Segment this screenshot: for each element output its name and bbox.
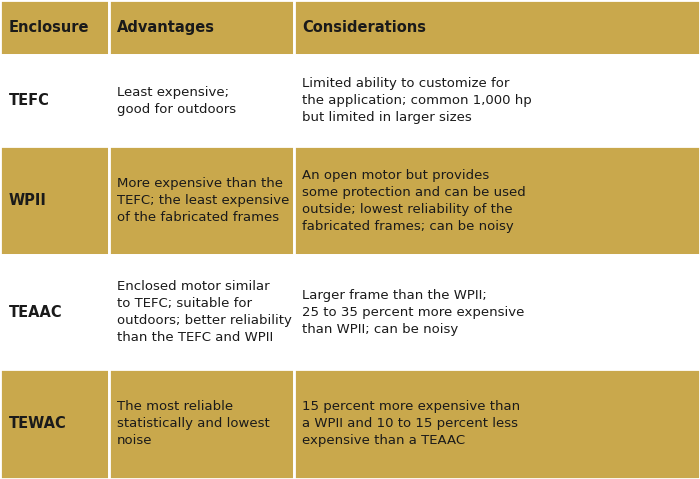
Text: TEAAC: TEAAC bbox=[8, 305, 62, 319]
Text: Advantages: Advantages bbox=[117, 20, 215, 35]
Bar bbox=[108, 55, 294, 147]
Text: WPII: WPII bbox=[8, 194, 46, 208]
Text: Limited ability to customize for
the application; common 1,000 hp
but limited in: Limited ability to customize for the app… bbox=[302, 77, 532, 124]
Bar bbox=[0, 147, 108, 255]
Bar bbox=[294, 0, 700, 55]
Bar bbox=[0, 369, 108, 479]
Text: Least expensive;
good for outdoors: Least expensive; good for outdoors bbox=[117, 86, 236, 115]
Bar bbox=[0, 55, 108, 147]
Text: More expensive than the
TEFC; the least expensive
of the fabricated frames: More expensive than the TEFC; the least … bbox=[117, 177, 289, 224]
Bar bbox=[294, 55, 700, 147]
Bar bbox=[108, 0, 294, 55]
Bar bbox=[0, 255, 108, 369]
Text: The most reliable
statistically and lowest
noise: The most reliable statistically and lowe… bbox=[117, 400, 270, 447]
Text: Enclosed motor similar
to TEFC; suitable for
outdoors; better reliability
than t: Enclosed motor similar to TEFC; suitable… bbox=[117, 280, 292, 344]
Text: Larger frame than the WPII;
25 to 35 percent more expensive
than WPII; can be no: Larger frame than the WPII; 25 to 35 per… bbox=[302, 288, 525, 335]
Text: TEFC: TEFC bbox=[8, 93, 49, 108]
Text: TEWAC: TEWAC bbox=[8, 416, 66, 432]
Bar bbox=[294, 255, 700, 369]
Text: Enclosure: Enclosure bbox=[8, 20, 89, 35]
Text: 15 percent more expensive than
a WPII and 10 to 15 percent less
expensive than a: 15 percent more expensive than a WPII an… bbox=[302, 400, 521, 447]
Bar bbox=[294, 147, 700, 255]
Text: Considerations: Considerations bbox=[302, 20, 426, 35]
Bar bbox=[108, 369, 294, 479]
Bar bbox=[294, 369, 700, 479]
Bar bbox=[108, 255, 294, 369]
Text: An open motor but provides
some protection and can be used
outside; lowest relia: An open motor but provides some protecti… bbox=[302, 169, 526, 233]
Bar bbox=[108, 147, 294, 255]
Bar bbox=[0, 0, 108, 55]
